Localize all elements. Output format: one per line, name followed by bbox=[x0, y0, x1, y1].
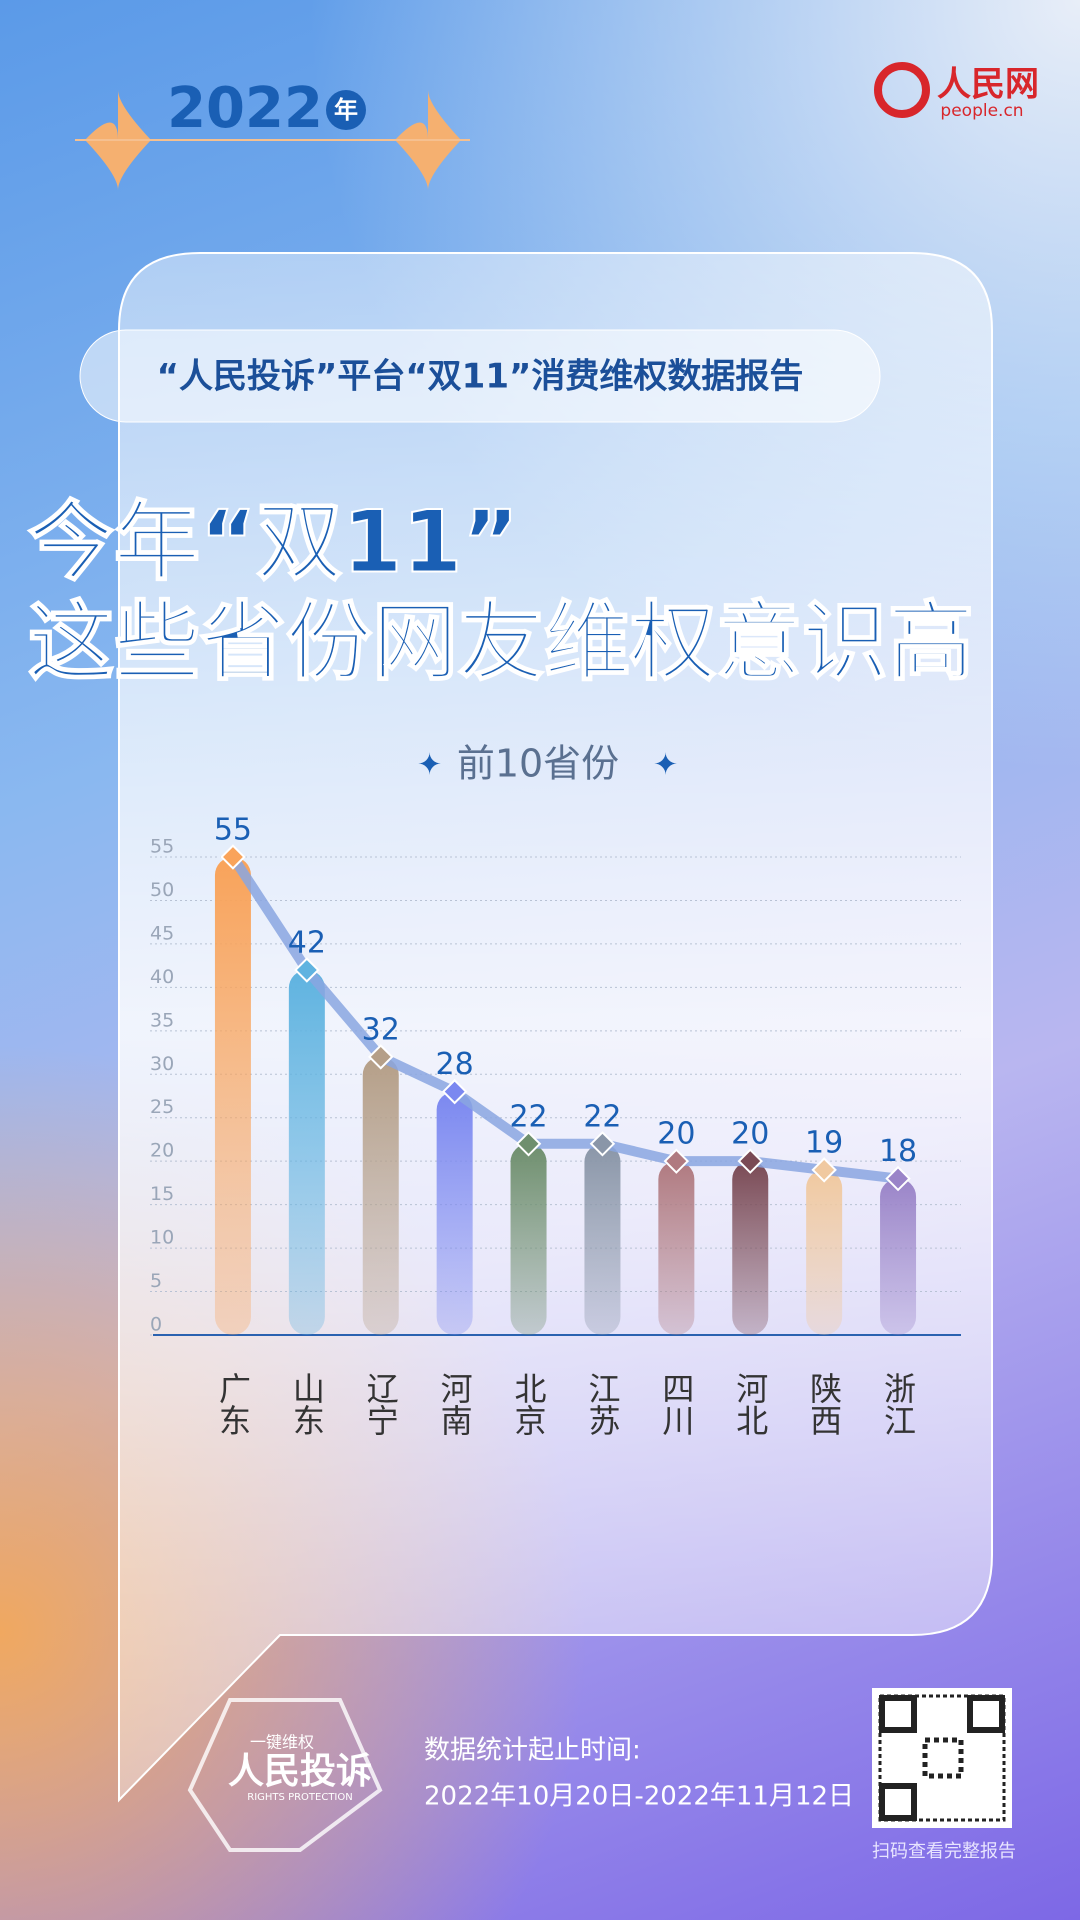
point-marker bbox=[441, 1078, 468, 1105]
x-tick-label: 陕西 bbox=[805, 1372, 843, 1436]
value-label: 20 bbox=[731, 1117, 769, 1152]
year: 2022 bbox=[167, 76, 323, 141]
value-label: 22 bbox=[509, 1099, 547, 1134]
logo: 人民网 bbox=[937, 65, 1039, 105]
point-marker bbox=[663, 1148, 690, 1174]
point-marker bbox=[368, 1044, 394, 1070]
x-tick-label: 广东 bbox=[214, 1372, 252, 1436]
bar bbox=[362, 1056, 399, 1335]
star: ✦ bbox=[417, 748, 442, 783]
y-tick-label: 5 bbox=[150, 1270, 162, 1292]
card bbox=[118, 252, 993, 1803]
y-tick-label: 0 bbox=[150, 1314, 162, 1336]
y-tick-label: 15 bbox=[150, 1183, 174, 1205]
value-label: 55 bbox=[214, 813, 252, 848]
star: ✦ bbox=[653, 748, 678, 783]
value-label: 42 bbox=[288, 925, 326, 960]
report-pill bbox=[79, 329, 881, 423]
trend-line bbox=[228, 854, 899, 1184]
period: 2022年10月20日-2022年11月12日 bbox=[424, 1782, 854, 1812]
y-tick-label: 10 bbox=[150, 1227, 174, 1249]
bar bbox=[658, 1161, 695, 1335]
bar bbox=[880, 1178, 917, 1335]
badge-main: 人民投诉 bbox=[228, 1751, 372, 1792]
headline: 今年“双11” bbox=[28, 492, 519, 592]
year-badge bbox=[326, 90, 366, 130]
bar bbox=[732, 1161, 769, 1335]
y-tick-label: 45 bbox=[150, 922, 174, 944]
point-marker bbox=[737, 1148, 763, 1174]
y-tick-label: 30 bbox=[150, 1053, 174, 1075]
point-marker bbox=[885, 1165, 911, 1192]
bar bbox=[806, 1169, 843, 1335]
y-tick-label: 55 bbox=[150, 836, 174, 858]
value-label: 18 bbox=[879, 1134, 917, 1169]
y-tick-label: 35 bbox=[150, 1009, 174, 1031]
headline: 这些省份网友维权意识高 bbox=[28, 592, 974, 692]
y-tick-label: 25 bbox=[150, 1096, 174, 1118]
bar bbox=[436, 1091, 473, 1335]
value-label: 20 bbox=[657, 1117, 695, 1152]
badge: 一键维权 人民投诉 RIGHTS PROTECTION bbox=[187, 1698, 383, 1852]
x-tick-label: 四川 bbox=[657, 1372, 695, 1436]
x-tick-label: 山东 bbox=[288, 1372, 326, 1436]
year-suffix: 年 bbox=[334, 96, 358, 124]
value-label: 19 bbox=[805, 1125, 843, 1160]
x-tick-label: 辽宁 bbox=[362, 1372, 400, 1436]
qr-code bbox=[872, 1688, 1012, 1828]
qr-caption: 扫码查看完整报告 bbox=[872, 1841, 1016, 1862]
x-tick-label: 江苏 bbox=[583, 1372, 621, 1436]
bar bbox=[510, 1143, 547, 1335]
point-marker bbox=[294, 957, 320, 983]
y-tick-label: 50 bbox=[150, 879, 174, 901]
point-marker bbox=[220, 844, 246, 870]
point-marker bbox=[589, 1131, 616, 1157]
x-tick-label: 河北 bbox=[731, 1372, 769, 1436]
logo-icon bbox=[874, 62, 930, 118]
y-tick-label: 40 bbox=[150, 966, 174, 988]
value-label: 32 bbox=[362, 1012, 400, 1047]
bar bbox=[584, 1143, 621, 1335]
bar bbox=[214, 857, 251, 1335]
x-tick-label: 浙江 bbox=[879, 1372, 917, 1436]
badge-sub: RIGHTS PROTECTION bbox=[247, 1792, 352, 1803]
value-label: 22 bbox=[583, 1099, 621, 1134]
y-tick-label: 20 bbox=[150, 1140, 174, 1162]
period-label: 数据统计起止时间: bbox=[424, 1736, 641, 1766]
report-title: “人民投诉”平台“双11”消费维权数据报告 bbox=[157, 357, 804, 397]
bar bbox=[288, 969, 325, 1335]
x-tick-label: 北京 bbox=[510, 1372, 548, 1436]
value-label: 28 bbox=[436, 1047, 474, 1082]
x-tick-label: 河南 bbox=[436, 1372, 474, 1436]
point-marker bbox=[811, 1157, 837, 1183]
badge-top: 一键维权 bbox=[250, 1733, 314, 1752]
point-marker bbox=[515, 1131, 542, 1157]
chart-title: 前10省份 bbox=[457, 742, 619, 786]
logo-url: people.cn bbox=[940, 101, 1023, 121]
